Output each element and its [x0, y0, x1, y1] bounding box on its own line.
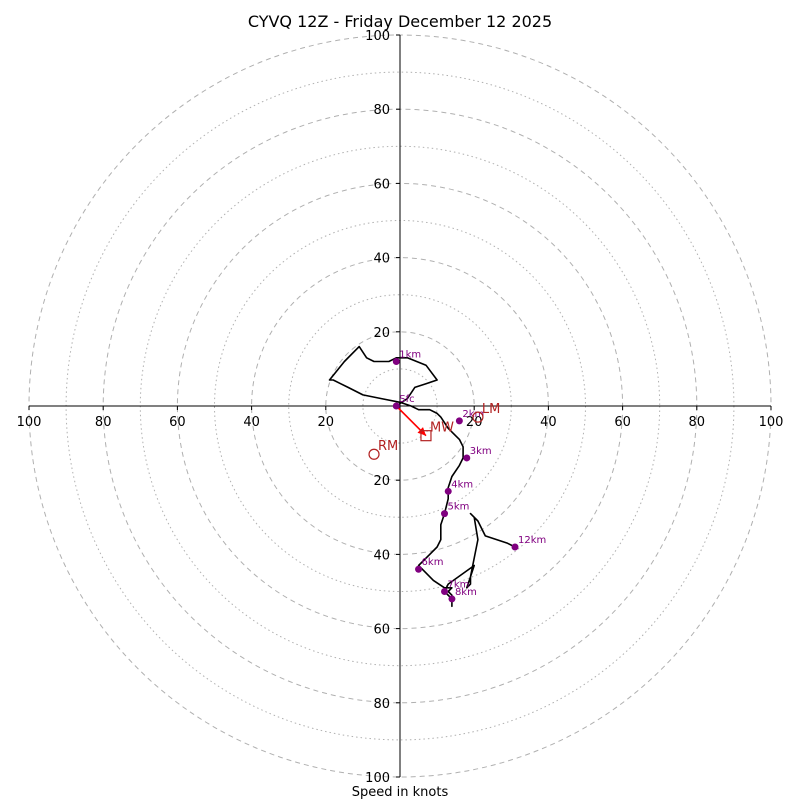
tick-labels: 100 80 60 40 20 20 40 60 80 100 100 80 60 40 20 20 40 60 8…	[17, 29, 784, 786]
y-tick-label: 80	[373, 697, 390, 712]
height-marker-label: 12km	[518, 535, 546, 546]
x-tick-label: 100	[759, 415, 784, 430]
wind-trace-line	[328, 345, 516, 608]
height-marker-dot	[448, 595, 456, 603]
storm-motion-marker	[368, 448, 380, 460]
mean-wind-marker	[420, 430, 432, 442]
height-marker-dot	[392, 357, 400, 365]
height-marker-dot	[444, 487, 452, 495]
height-marker-label: 3km	[470, 446, 492, 457]
y-tick-label: 20	[373, 326, 390, 341]
x-tick-label: 40	[540, 415, 557, 430]
height-marker-label: 7km	[448, 580, 470, 591]
x-tick-label: 80	[689, 415, 706, 430]
motion-marker-label: RM	[378, 439, 398, 454]
x-tick-label: 20	[318, 415, 335, 430]
hodograph-trace	[328, 345, 516, 608]
x-tick-label: 20	[466, 415, 483, 430]
height-marker-dot	[441, 588, 449, 595]
height-marker-dot	[455, 417, 463, 425]
height-marker-label: 8km	[455, 587, 477, 598]
y-tick-label: 40	[373, 252, 390, 267]
mean-wind-arrow-head	[417, 427, 426, 436]
height-marker-label: 4km	[451, 479, 473, 490]
y-tick-label: 80	[373, 103, 390, 118]
height-marker-dot	[392, 402, 400, 410]
y-tick-label: 20	[373, 474, 390, 489]
x-axis-label: Speed in knots	[352, 785, 449, 800]
y-tick-label: 100	[365, 29, 390, 44]
height-marker-label: 6km	[422, 557, 444, 568]
motion-marker-label: LM	[482, 402, 500, 417]
storm-motion-marker	[472, 411, 484, 423]
storm-motion-markers: LM RM MW	[368, 402, 500, 460]
y-tick-label: 60	[373, 177, 390, 192]
height-marker-dot	[463, 454, 471, 462]
y-tick-label: 60	[373, 623, 390, 638]
chart-title: CYVQ 12Z - Friday December 12 2025	[248, 12, 552, 31]
axes	[29, 35, 771, 777]
y-tick-label: 100	[365, 771, 390, 786]
y-tick-label: 40	[373, 548, 390, 563]
height-marker-label: Sfc	[399, 394, 414, 405]
x-tick-label: 100	[17, 415, 42, 430]
height-marker-dot	[415, 565, 423, 573]
x-tick-label: 80	[95, 415, 112, 430]
height-marker-dot	[511, 543, 519, 551]
motion-marker-label: MW	[430, 421, 454, 436]
x-tick-label: 60	[169, 415, 186, 430]
height-marker-dot	[441, 510, 449, 518]
height-marker-label: 1km	[399, 349, 421, 360]
x-tick-label: 40	[243, 415, 260, 430]
x-tick-label: 60	[614, 415, 631, 430]
height-marker-label: 5km	[448, 502, 470, 513]
